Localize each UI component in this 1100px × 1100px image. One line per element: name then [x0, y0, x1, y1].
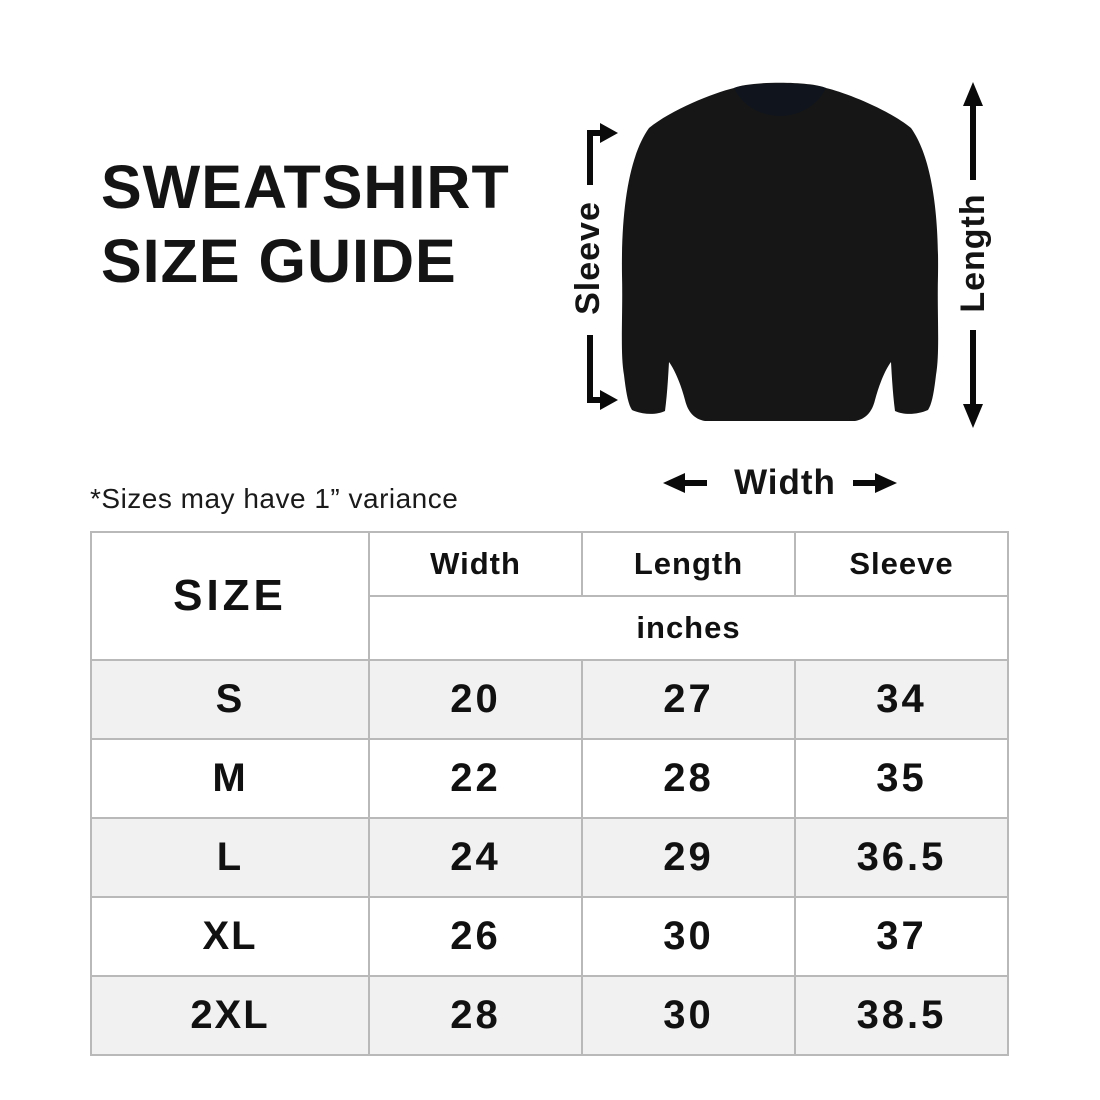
table-row: L 24 29 36.5	[90, 817, 1009, 898]
sleeve-cell: 35	[794, 738, 1009, 819]
length-cell: 30	[581, 975, 796, 1056]
sleeve-cell: 34	[794, 659, 1009, 740]
sleeve-cell: 38.5	[794, 975, 1009, 1056]
width-left-arrow-icon	[663, 473, 707, 493]
length-cell: 29	[581, 817, 796, 898]
size-cell: XL	[90, 896, 370, 977]
size-cell: S	[90, 659, 370, 740]
sleeve-measure-arrow	[587, 123, 618, 410]
length-cell: 30	[581, 896, 796, 977]
width-cell: 24	[368, 817, 583, 898]
sweatshirt-measurement-figure: Sleeve Length Width	[555, 60, 1020, 510]
width-column-header: Width	[368, 531, 583, 597]
size-cell: L	[90, 817, 370, 898]
sleeve-cell: 37	[794, 896, 1009, 977]
size-cell: M	[90, 738, 370, 819]
table-header-row: SIZE Width Length Sleeve	[90, 531, 1009, 661]
width-label: Width	[734, 463, 836, 502]
variance-note: *Sizes may have 1” variance	[90, 483, 459, 514]
size-column-header: SIZE	[90, 531, 370, 661]
table-row: 2XL 28 30 38.5	[90, 975, 1009, 1056]
table-row: XL 26 30 37	[90, 896, 1009, 977]
table-row: S 20 27 34	[90, 659, 1009, 740]
width-right-arrow-icon	[853, 473, 897, 493]
sleeve-cell: 36.5	[794, 817, 1009, 898]
width-cell: 28	[368, 975, 583, 1056]
sleeve-column-header: Sleeve	[794, 531, 1009, 597]
length-column-header: Length	[581, 531, 796, 597]
page-title-line-2: SIZE GUIDE	[101, 227, 457, 295]
length-cell: 27	[581, 659, 796, 740]
sleeve-label: Sleeve	[569, 201, 607, 315]
width-cell: 26	[368, 896, 583, 977]
length-cell: 28	[581, 738, 796, 819]
length-measure-arrow	[963, 82, 983, 428]
width-cell: 20	[368, 659, 583, 740]
table-unit-row: inches	[91, 595, 1009, 661]
page-title: SWEATSHIRT SIZE GUIDE	[101, 150, 510, 298]
length-label: Length	[954, 193, 992, 313]
size-table: SIZE Width Length Sleeve inches S 20 27 …	[90, 531, 1009, 1056]
unit-header: inches	[368, 595, 1009, 661]
size-cell: 2XL	[90, 975, 370, 1056]
table-row: M 22 28 35	[90, 738, 1009, 819]
width-cell: 22	[368, 738, 583, 819]
sweatshirt-diagram	[587, 82, 983, 493]
sweatshirt-image	[621, 82, 939, 421]
page-title-line-1: SWEATSHIRT	[101, 153, 510, 221]
